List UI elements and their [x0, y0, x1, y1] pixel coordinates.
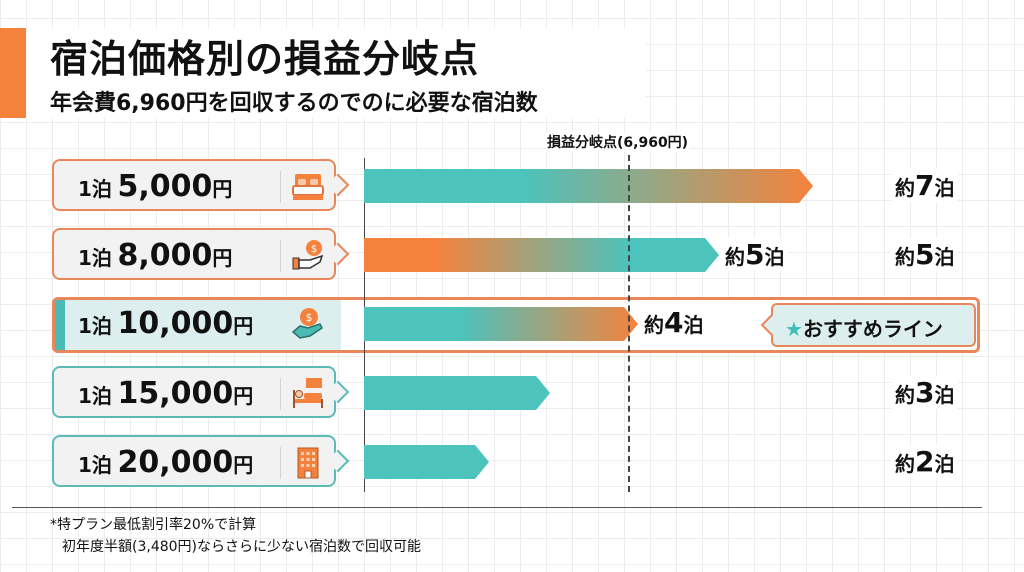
- nights-unit: 泊: [934, 452, 955, 476]
- price-label: 1泊 10,000円: [78, 306, 253, 341]
- bar-mark: [364, 376, 550, 410]
- bar: [364, 169, 813, 203]
- approx-prefix: 約: [895, 452, 915, 476]
- price-label-box: 1泊 20,000円: [52, 435, 350, 487]
- bar-shape: [364, 238, 719, 272]
- price-amount: 8,000: [117, 238, 213, 273]
- nights-number: 5: [745, 238, 765, 271]
- chart-row-recommended: 1泊 10,000円 $ 約4泊: [0, 300, 1024, 356]
- label-pointer: [326, 380, 350, 404]
- yen-unit: 円: [212, 177, 233, 201]
- footnote: *特プラン最低割引率20%で計算: [50, 517, 257, 533]
- price-label-box: 1泊 15,000円: [52, 366, 350, 418]
- nights-unit: 泊: [934, 383, 955, 407]
- nights-value: 約5泊: [891, 238, 959, 271]
- svg-text:$: $: [306, 311, 313, 324]
- label-pointer: [326, 242, 350, 266]
- title-accent-bar: [0, 28, 26, 118]
- price-amount: 10,000: [117, 306, 234, 341]
- page-title: 宿泊価格別の損益分岐点: [50, 37, 480, 81]
- chart-row: 1泊 15,000円 約3泊: [0, 366, 1024, 422]
- nights-number: 2: [915, 445, 935, 478]
- breakeven-line: [628, 155, 630, 492]
- label-separator: [280, 171, 281, 203]
- hand-coin-icon: $: [292, 240, 324, 270]
- nights-unit: 泊: [934, 176, 955, 200]
- recommend-label: おすすめライン: [802, 317, 943, 341]
- bar: [364, 445, 489, 479]
- price-amount: 15,000: [117, 376, 234, 411]
- nights-unit: 泊: [934, 245, 955, 269]
- recommended-label-background: [55, 300, 341, 350]
- breakeven-label: 損益分岐点(6,960円): [545, 132, 691, 152]
- price-amount: 5,000: [117, 169, 213, 204]
- bar-shape: [364, 307, 638, 341]
- footer-divider: [12, 507, 982, 508]
- nights-value: 約3泊: [891, 376, 959, 409]
- price-label: 1泊 15,000円: [78, 376, 253, 411]
- approx-prefix: 約: [895, 176, 915, 200]
- price-label-box: 1泊 5,000円: [52, 159, 350, 211]
- approx-prefix: 約: [895, 383, 915, 407]
- nights-value: 約7泊: [891, 169, 959, 202]
- per-night-prefix: 1泊: [78, 314, 112, 338]
- bar-shape: [364, 445, 489, 479]
- label-separator: [280, 378, 281, 410]
- bed-icon: [292, 174, 324, 200]
- nights-number: 5: [915, 238, 935, 271]
- bar: [364, 376, 550, 410]
- bar-shape: [364, 376, 550, 410]
- yen-unit: 円: [233, 453, 254, 477]
- per-night-prefix: 1泊: [78, 453, 112, 477]
- price-label: 1泊 5,000円: [78, 169, 232, 204]
- per-night-prefix: 1泊: [78, 177, 112, 201]
- bar-mark: [364, 307, 638, 341]
- bar: [364, 238, 719, 272]
- hand-coin-icon: $: [291, 308, 323, 339]
- chart-row: 1泊 5,000円 約7泊: [0, 159, 1024, 215]
- recommend-callout: ★おすすめライン: [760, 303, 976, 347]
- nights-number: 7: [915, 169, 935, 202]
- footnote: 初年度半額(3,480円)ならさらに少ない宿泊数で回収可能: [62, 539, 422, 555]
- bar: [364, 307, 638, 341]
- nights-number: 3: [915, 376, 935, 409]
- nights-number: 4: [664, 306, 684, 339]
- bar-mark: [364, 238, 719, 272]
- approx-prefix: 約: [895, 245, 915, 269]
- label-pointer: [326, 173, 350, 197]
- label-separator: [280, 240, 281, 272]
- label-pointer: [326, 449, 350, 473]
- chart-row: 1泊 20,000円 約2泊: [0, 435, 1024, 491]
- price-label-box: 1泊 8,000円 $: [52, 228, 350, 280]
- page-subtitle: 年会費6,960円を回収するのでのに必要な宿泊数: [50, 91, 538, 116]
- bar-mark: [364, 445, 489, 479]
- recommended-label-stripe: [55, 300, 65, 350]
- label-separator: [280, 447, 281, 479]
- nights-unit: 泊: [683, 313, 704, 337]
- nights-value-inline: 約5泊: [721, 238, 789, 271]
- price-label: 1泊 20,000円: [78, 445, 253, 480]
- yen-unit: 円: [233, 314, 254, 338]
- nights-value: 約2泊: [891, 445, 959, 478]
- yen-unit: 円: [233, 384, 254, 408]
- bar-shape: [364, 169, 813, 203]
- price-label: 1泊 8,000円: [78, 238, 232, 273]
- per-night-prefix: 1泊: [78, 246, 112, 270]
- price-amount: 20,000: [117, 445, 234, 480]
- chart-row: 1泊 8,000円 $ 約5泊 約5泊: [0, 228, 1024, 284]
- yen-unit: 円: [212, 246, 233, 270]
- star-icon: ★: [785, 317, 803, 341]
- hotel-building-icon: [297, 447, 319, 479]
- per-night-prefix: 1泊: [78, 384, 112, 408]
- bar-mark: [364, 169, 813, 203]
- approx-prefix: 約: [644, 313, 664, 337]
- nights-value: 約4泊: [640, 306, 708, 339]
- title-background: [26, 28, 646, 118]
- approx-prefix: 約: [725, 245, 745, 269]
- nights-unit: 泊: [764, 245, 785, 269]
- svg-text:$: $: [311, 244, 317, 255]
- sleeping-person-icon: [293, 378, 323, 408]
